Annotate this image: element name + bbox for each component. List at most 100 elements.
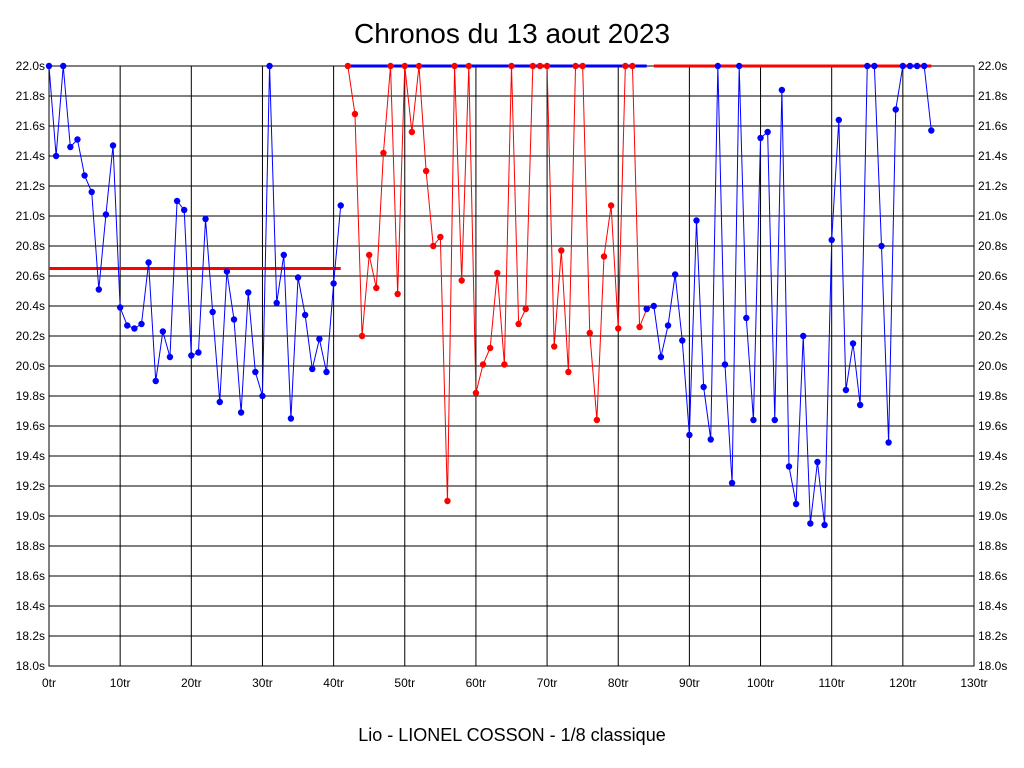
data-point bbox=[529, 62, 537, 70]
x-tick-label: 40tr bbox=[323, 676, 344, 690]
data-point bbox=[358, 332, 366, 340]
data-point bbox=[856, 401, 864, 409]
x-axis: 0tr 10tr 20tr 30tr 40tr 50tr 60tr 70tr 80tr 90tr 1… bbox=[42, 676, 988, 690]
y-tick-label-left: 21.0s bbox=[16, 209, 45, 223]
data-point bbox=[700, 383, 707, 391]
data-point bbox=[202, 215, 209, 223]
y-tick-label-right: 19.2s bbox=[978, 479, 1007, 493]
data-point bbox=[216, 398, 223, 406]
data-point bbox=[387, 62, 394, 70]
y-axis-left: 18.0s 18.2s 18.4s 18.6s 18.8s 19.0s 19.2s 19.4s… bbox=[16, 59, 45, 673]
data-point bbox=[721, 361, 729, 368]
data-point bbox=[273, 299, 280, 307]
data-point bbox=[330, 280, 337, 287]
data-point bbox=[629, 62, 636, 70]
data-point bbox=[301, 311, 309, 319]
data-point bbox=[131, 325, 138, 332]
x-tick-label: 90tr bbox=[679, 676, 700, 690]
x-tick-label: 60tr bbox=[466, 676, 487, 690]
data-point bbox=[316, 335, 323, 343]
data-point bbox=[899, 62, 907, 70]
data-point bbox=[252, 368, 259, 376]
data-point bbox=[707, 436, 714, 443]
data-point bbox=[671, 271, 679, 278]
data-point bbox=[195, 349, 202, 356]
x-tick-label: 80tr bbox=[608, 676, 629, 690]
y-tick-label-left: 18.2s bbox=[16, 629, 45, 643]
data-point bbox=[145, 259, 152, 266]
data-point bbox=[714, 62, 722, 70]
data-point bbox=[209, 308, 216, 316]
data-point bbox=[380, 149, 387, 157]
data-point bbox=[95, 286, 103, 293]
data-point bbox=[373, 284, 380, 292]
data-point bbox=[415, 62, 423, 70]
x-tick-label: 110tr bbox=[818, 676, 844, 690]
x-tick-label: 10tr bbox=[110, 676, 131, 690]
data-point bbox=[800, 332, 807, 340]
data-point bbox=[60, 62, 67, 70]
data-point bbox=[750, 416, 757, 424]
data-point bbox=[515, 320, 522, 328]
data-point bbox=[842, 386, 850, 394]
data-point bbox=[849, 340, 857, 347]
data-point bbox=[479, 361, 487, 368]
x-tick-label: 20tr bbox=[181, 676, 202, 690]
x-tick-label: 70tr bbox=[537, 676, 558, 690]
y-tick-label-left: 19.0s bbox=[16, 509, 45, 523]
data-point bbox=[45, 62, 53, 70]
data-point bbox=[486, 344, 494, 352]
y-tick-label-right: 20.0s bbox=[978, 359, 1007, 373]
data-point bbox=[579, 62, 586, 70]
data-point bbox=[636, 323, 643, 331]
data-point bbox=[743, 314, 750, 322]
data-point bbox=[401, 62, 408, 70]
data-point bbox=[643, 305, 650, 313]
data-point bbox=[323, 368, 330, 376]
y-tick-label-left: 22.0s bbox=[16, 59, 45, 73]
data-point bbox=[408, 128, 416, 136]
data-point bbox=[280, 251, 288, 259]
x-tick-label: 130tr bbox=[960, 676, 987, 690]
data-point bbox=[679, 337, 686, 344]
y-tick-label-right: 19.4s bbox=[978, 449, 1007, 463]
data-point bbox=[543, 62, 551, 70]
x-tick-label: 0tr bbox=[42, 676, 56, 690]
data-point bbox=[550, 343, 558, 350]
y-tick-label-right: 18.4s bbox=[978, 599, 1007, 613]
data-point bbox=[906, 62, 914, 70]
x-tick-label: 120tr bbox=[889, 676, 916, 690]
chart-subtitle: Lio - LIONEL COSSON - 1/8 classique bbox=[358, 725, 665, 745]
y-tick-label-right: 18.2s bbox=[978, 629, 1007, 643]
data-point bbox=[814, 458, 821, 466]
y-tick-label-right: 18.8s bbox=[978, 539, 1007, 553]
y-tick-label-left: 20.8s bbox=[16, 239, 45, 253]
data-point bbox=[230, 316, 238, 323]
data-point bbox=[572, 62, 579, 70]
y-tick-label-right: 22.0s bbox=[978, 59, 1007, 73]
y-tick-label-left: 19.2s bbox=[16, 479, 45, 493]
y-tick-label-right: 21.8s bbox=[978, 89, 1007, 103]
y-tick-label-right: 18.0s bbox=[978, 659, 1007, 673]
chart-title: Chronos du 13 aout 2023 bbox=[354, 18, 670, 49]
data-point bbox=[344, 62, 352, 70]
series-line bbox=[347, 65, 648, 502]
data-point bbox=[124, 322, 131, 329]
grid bbox=[48, 65, 975, 667]
y-tick-label-left: 21.8s bbox=[16, 89, 45, 103]
data-point bbox=[116, 304, 124, 311]
data-point bbox=[159, 328, 167, 335]
data-point bbox=[586, 329, 593, 337]
y-tick-label-left: 18.4s bbox=[16, 599, 45, 613]
data-point bbox=[166, 353, 174, 361]
data-point bbox=[878, 242, 885, 250]
series-line bbox=[48, 65, 342, 419]
data-point bbox=[52, 152, 60, 160]
data-point bbox=[237, 409, 245, 416]
y-tick-label-right: 20.8s bbox=[978, 239, 1007, 253]
data-point bbox=[437, 233, 444, 241]
data-point bbox=[152, 377, 159, 385]
y-tick-label-left: 20.0s bbox=[16, 359, 45, 373]
data-point bbox=[67, 143, 74, 151]
data-point bbox=[600, 253, 608, 260]
